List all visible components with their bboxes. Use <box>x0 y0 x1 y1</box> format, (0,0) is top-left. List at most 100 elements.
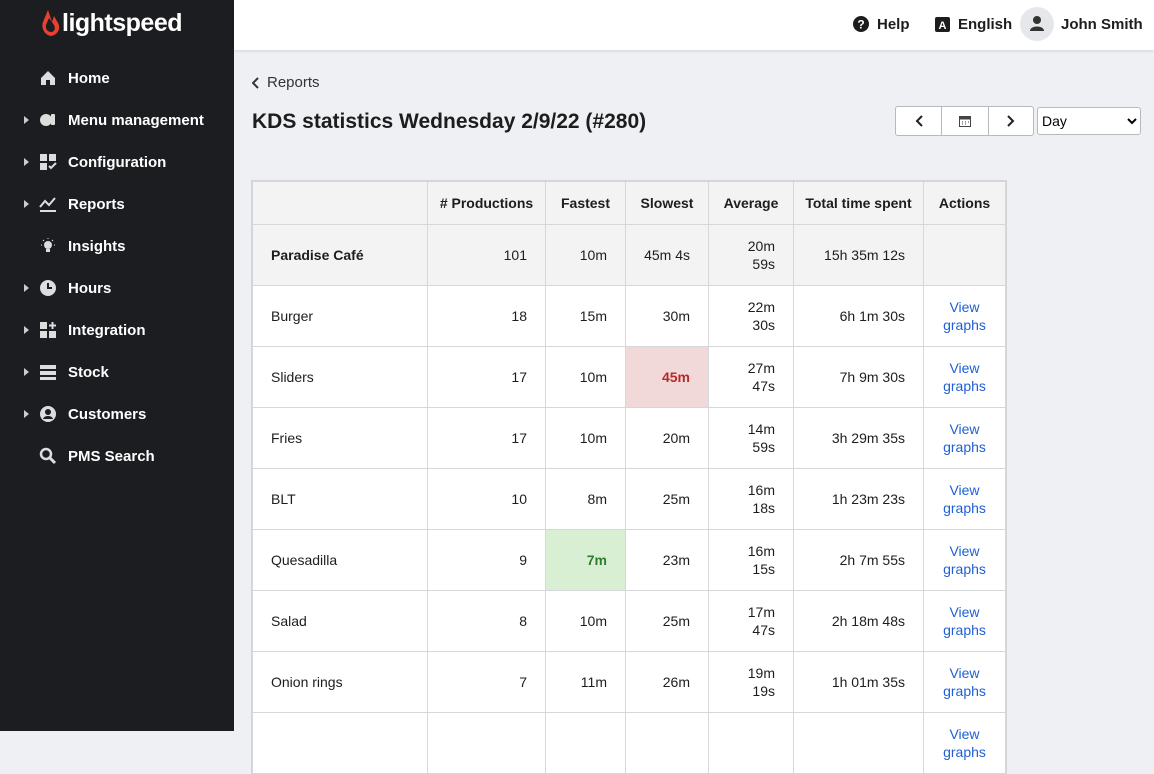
nav-item[interactable]: Stock <box>0 354 234 390</box>
cell: 17 <box>427 407 546 469</box>
view-graphs-link[interactable]: View graphs <box>943 665 986 699</box>
cell: 17m 47s <box>708 590 794 652</box>
nav-item[interactable]: Hours <box>0 270 234 306</box>
nav-label: Insights <box>68 237 126 255</box>
breadcrumb[interactable]: Reports <box>252 74 320 91</box>
next-day[interactable] <box>988 106 1034 136</box>
cell: 30m <box>625 285 709 347</box>
calendar-button[interactable] <box>941 106 989 136</box>
logo[interactable]: lightspeed <box>40 8 183 38</box>
column-header: Slowest <box>625 181 709 225</box>
header-row: # Productions Fastest Slowest Average Total … <box>252 181 1006 225</box>
cell: Salad <box>252 590 428 652</box>
cell: 10m <box>545 346 626 408</box>
summary-cell: 45m 4s <box>625 224 709 286</box>
cell: Fries <box>252 407 428 469</box>
user-menu[interactable]: John Smith <box>1020 0 1143 48</box>
cell <box>625 712 709 774</box>
cell: 10 <box>427 468 546 530</box>
logo-text: lightspeed <box>62 8 183 37</box>
cell: Onion rings <box>252 651 428 713</box>
nav-item[interactable]: Customers <box>0 396 234 432</box>
expand-caret <box>24 158 29 166</box>
nav-item[interactable]: Reports <box>0 186 234 222</box>
nav-label: Hours <box>68 279 112 297</box>
cell: 6h 1m 30s <box>793 285 924 347</box>
summary-row: Paradise Café 101 10m 45m 4s 20m 59s 15h 35m … <box>252 224 1006 286</box>
table-body: Paradise Café 101 10m 45m 4s 20m 59s 15h 35m … <box>252 224 1006 774</box>
item-row: Onion rings 7 11m 26m 19m 19s 1h 01m 35s View … <box>252 651 1006 713</box>
view-graphs-link[interactable]: View graphs <box>943 543 986 577</box>
view-graphs-link[interactable]: View graphs <box>943 726 986 760</box>
nav-label: Home <box>68 69 110 87</box>
nav-label: Customers <box>68 405 147 423</box>
action-cell: View graphs <box>923 529 1006 591</box>
help-button[interactable]: ? Help <box>852 0 910 48</box>
nav-icon <box>40 365 56 380</box>
cell <box>793 712 924 774</box>
cell: 8 <box>427 590 546 652</box>
nav-item[interactable]: Insights <box>0 228 234 264</box>
nav-label: Menu management <box>68 111 204 129</box>
summary-cell: 10m <box>545 224 626 286</box>
column-header: Total time spent <box>793 181 924 225</box>
top-bar: ? Help A English John Smith <box>234 0 1154 50</box>
nav-item[interactable]: Configuration <box>0 144 234 180</box>
user-name: John Smith <box>1061 15 1143 33</box>
nav-item[interactable]: Menu management <box>0 102 234 138</box>
nav-icon <box>41 238 55 252</box>
svg-text:?: ? <box>857 18 864 32</box>
cell: 11m <box>545 651 626 713</box>
nav-item[interactable]: Home <box>0 60 234 96</box>
cell: 16m 15s <box>708 529 794 591</box>
column-header <box>252 181 428 225</box>
cell: 10m <box>545 590 626 652</box>
cell: 18 <box>427 285 546 347</box>
view-graphs-link[interactable]: View graphs <box>943 482 986 516</box>
expand-caret <box>24 326 29 334</box>
cell: 25m <box>625 590 709 652</box>
summary-cell: 15h 35m 12s <box>793 224 924 286</box>
column-header: # Productions <box>427 181 546 225</box>
nav-label: Reports <box>68 195 125 213</box>
nav-item[interactable]: Integration <box>0 312 234 348</box>
language-button[interactable]: A English <box>934 0 1012 48</box>
nav-icon <box>40 280 56 296</box>
cell: 14m 59s <box>708 407 794 469</box>
view-graphs-link[interactable]: View graphs <box>943 299 986 333</box>
view-graphs-link[interactable]: View graphs <box>943 421 986 455</box>
cell: 3h 29m 35s <box>793 407 924 469</box>
period-select[interactable]: Day <box>1037 107 1141 135</box>
nav-icon <box>41 71 55 85</box>
cell: 7m <box>545 529 626 591</box>
cell: 16m 18s <box>708 468 794 530</box>
cell <box>708 712 794 774</box>
cell: 10m <box>545 407 626 469</box>
nav-icon <box>40 114 55 126</box>
cell: 20m <box>625 407 709 469</box>
stats-table: # Productions Fastest Slowest Average Total … <box>251 180 1007 774</box>
cell: 19m 19s <box>708 651 794 713</box>
nav-icon <box>39 447 57 465</box>
item-row: Sliders 17 10m 45m 27m 47s 7h 9m 30s View grap… <box>252 346 1006 408</box>
previous-day[interactable] <box>895 106 942 136</box>
sidebar: lightspeed Home Menu management Configurat… <box>0 0 234 731</box>
expand-caret <box>24 410 29 418</box>
logo-icon <box>42 10 60 36</box>
nav-item[interactable]: PMS Search <box>0 438 234 474</box>
back-chevron <box>252 76 259 89</box>
cell: Burger <box>252 285 428 347</box>
svg-text:A: A <box>939 20 947 32</box>
action-cell: View graphs <box>923 285 1006 347</box>
cell: Quesadilla <box>252 529 428 591</box>
item-row: View graphs <box>252 712 1006 774</box>
action-cell: View graphs <box>923 590 1006 652</box>
cell: 8m <box>545 468 626 530</box>
help-label: Help <box>877 15 910 33</box>
calendar-icon <box>959 116 971 127</box>
nav-label: Integration <box>68 321 146 339</box>
nav-label: PMS Search <box>68 447 155 465</box>
view-graphs-link[interactable]: View graphs <box>943 360 986 394</box>
cell: 22m 30s <box>708 285 794 347</box>
view-graphs-link[interactable]: View graphs <box>943 604 986 638</box>
